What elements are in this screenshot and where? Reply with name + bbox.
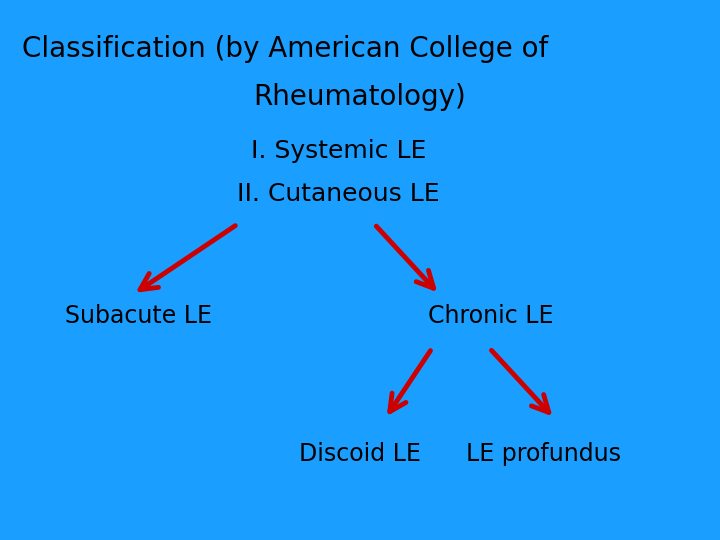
Text: Classification (by American College of: Classification (by American College of (22, 35, 548, 63)
Text: I. Systemic LE: I. Systemic LE (251, 139, 426, 163)
Text: Discoid LE: Discoid LE (299, 442, 421, 465)
Text: Subacute LE: Subacute LE (65, 304, 212, 328)
Text: Chronic LE: Chronic LE (428, 304, 554, 328)
Text: Rheumatology): Rheumatology) (253, 83, 467, 111)
Text: II. Cutaneous LE: II. Cutaneous LE (237, 183, 440, 206)
Text: LE profundus: LE profundus (466, 442, 621, 465)
